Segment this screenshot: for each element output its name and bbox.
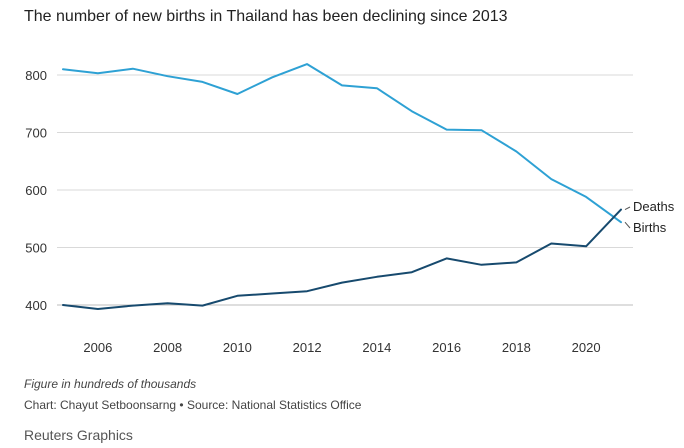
x-tick-2012: 2012 [293, 340, 322, 355]
y-tick-800: 800 [25, 68, 47, 83]
y-tick-600: 600 [25, 183, 47, 198]
grid-lines [57, 74, 633, 306]
series-line-deaths [62, 208, 622, 310]
x-tick-2006: 2006 [83, 340, 112, 355]
x-tick-2010: 2010 [223, 340, 252, 355]
series-line-births [62, 63, 622, 224]
x-tick-2018: 2018 [502, 340, 531, 355]
chart-note: Figure in hundreds of thousands [24, 377, 197, 391]
series-labels: Births Deaths [624, 199, 675, 235]
series-label-deaths: Deaths [633, 199, 675, 214]
x-tick-labels: 2006 2008 2010 2012 2014 2016 2018 2020 [83, 340, 600, 355]
x-tick-2014: 2014 [362, 340, 391, 355]
y-tick-labels: 400 500 600 700 800 [25, 68, 47, 313]
leader-deaths [624, 206, 631, 210]
brand-credit: Reuters Graphics [24, 427, 133, 443]
leader-births [624, 221, 631, 229]
chart-title: The number of new births in Thailand has… [24, 8, 508, 25]
x-tick-2020: 2020 [572, 340, 601, 355]
x-tick-2016: 2016 [432, 340, 461, 355]
x-tick-2008: 2008 [153, 340, 182, 355]
y-tick-500: 500 [25, 241, 47, 256]
series-lines [62, 63, 622, 310]
chart-source: Chart: Chayut Setboonsarng • Source: Nat… [24, 398, 362, 412]
series-label-births: Births [633, 220, 667, 235]
y-tick-700: 700 [25, 126, 47, 141]
y-tick-400: 400 [25, 298, 47, 313]
